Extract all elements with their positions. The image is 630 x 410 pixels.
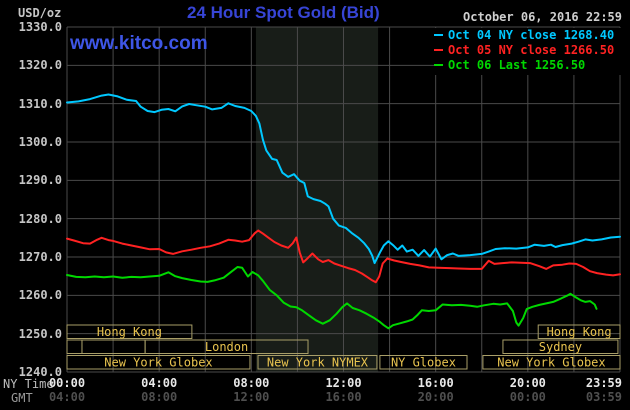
session-label: New York Globex [497, 356, 605, 370]
session-box [502, 339, 619, 354]
ny-time-tick-label: 16:00 [417, 376, 454, 390]
session-label: Hong Kong [97, 325, 162, 339]
legend-row-oct05: Oct 05 NY close 1266.50 [434, 43, 622, 58]
session-box [379, 355, 468, 370]
chart-datetime: October 06, 2016 22:59 [463, 10, 622, 24]
y-tick-label: 1320.0 [18, 58, 62, 73]
y-tick-label: 1240.0 [18, 365, 62, 379]
session-box [144, 339, 309, 354]
y-tick-label: 1250.0 [18, 326, 62, 341]
y-tick-label: 1260.0 [18, 288, 62, 303]
legend-row-oct06: Oct 06 Last 1256.50 [434, 58, 622, 73]
y-tick-label: 1270.0 [18, 250, 62, 264]
session-box [66, 355, 251, 370]
kitco-watermark-link[interactable]: www.kitco.com [70, 33, 208, 54]
gmt-tick-label: 16:00 [325, 390, 362, 404]
session-label: London [205, 340, 248, 354]
legend-label-oct06: Oct 06 Last 1256.50 [448, 58, 586, 72]
y-tick-label: 1330.0 [18, 20, 62, 34]
gmt-tick-label: 00:00 [509, 390, 546, 404]
gmt-tick-label: 08:00 [141, 390, 178, 404]
ny-time-tick-label: 23:59 [585, 376, 622, 390]
legend-swatch-oct04-icon [434, 34, 443, 36]
y-tick-label: 1310.0 [18, 96, 62, 111]
price-line-series-1 [66, 229, 621, 284]
session-label: NY Globex [391, 356, 456, 370]
legend-swatch-oct06-icon [434, 64, 443, 66]
gmt-tick-label: 04:00 [48, 390, 86, 404]
legend-label-oct04: Oct 04 NY close 1268.40 [448, 28, 615, 42]
x-axis-label-gmt: GMT [11, 391, 33, 405]
legend: Oct 04 NY close 1268.40 Oct 05 NY close … [434, 28, 622, 75]
session-label: Hong Kong [547, 325, 612, 339]
ny-time-tick-label: 00:00 [48, 376, 86, 390]
session-box [66, 339, 83, 354]
legend-swatch-oct05-icon [434, 49, 443, 51]
ny-time-tick-label: 20:00 [509, 376, 546, 390]
x-axis-label-ny-time: NY Time [3, 377, 54, 391]
session-label: New York NYMEX [267, 356, 369, 370]
session-box [66, 324, 193, 339]
price-line-series-0 [66, 93, 621, 265]
session-label: New York Globex [104, 356, 212, 370]
legend-row-oct04: Oct 04 NY close 1268.40 [434, 28, 622, 43]
gmt-tick-label: 20:00 [417, 390, 454, 404]
y-axis-units-label: USD/oz [18, 6, 62, 20]
session-box [257, 355, 378, 370]
y-tick-label: 1280.0 [18, 211, 62, 226]
y-tick-label: 1290.0 [18, 173, 62, 188]
session-label: Sydney [539, 340, 582, 354]
legend-label-oct05: Oct 05 NY close 1266.50 [448, 43, 615, 57]
ny-time-tick-label: 04:00 [141, 376, 178, 390]
ny-time-tick-label: 12:00 [325, 376, 362, 390]
price-line-series-2 [66, 266, 598, 330]
y-tick-label: 1300.0 [18, 135, 62, 149]
chart-title: 24 Hour Spot Gold (Bid) [187, 3, 380, 22]
ny-time-tick-label: 08:00 [233, 376, 270, 390]
session-box [482, 355, 621, 370]
gmt-tick-label: 03:59 [585, 390, 622, 404]
session-box [537, 324, 621, 339]
gmt-tick-label: 12:00 [233, 390, 270, 404]
